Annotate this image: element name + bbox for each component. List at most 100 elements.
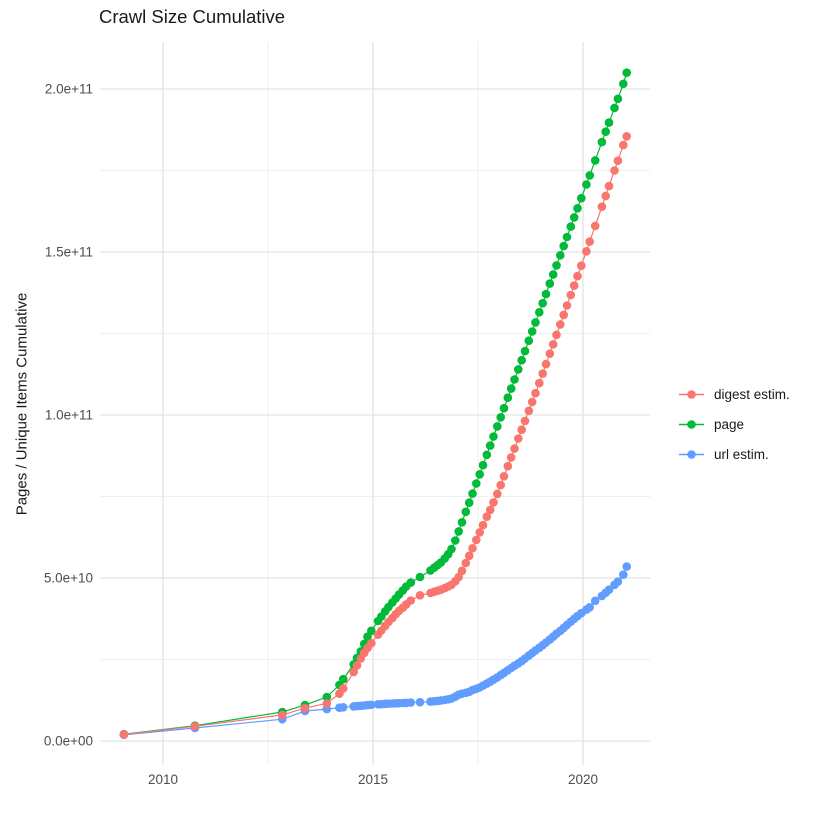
data-point-url-estim	[406, 698, 416, 707]
data-point-digest-estim	[489, 498, 498, 507]
data-point-digest-estim	[468, 544, 477, 553]
data-point-page	[415, 572, 425, 582]
data-point-digest-estim	[475, 528, 485, 537]
data-point-page	[622, 68, 631, 77]
data-point-digest-estim	[278, 710, 287, 720]
data-point-digest-estim	[300, 703, 310, 713]
x-tick-label: 2020	[568, 772, 598, 787]
data-point-digest-estim	[548, 340, 558, 349]
legend-key-dot	[687, 389, 696, 399]
series-line-url-estim	[123, 566, 628, 736]
data-point-digest-estim	[577, 261, 586, 271]
data-point-digest-estim	[552, 330, 561, 340]
data-point-page	[457, 518, 467, 527]
data-point-page	[527, 327, 537, 336]
legend-key	[679, 419, 704, 429]
data-point-page	[322, 692, 332, 702]
data-point-digest-estim	[349, 667, 359, 677]
data-point-digest-estim	[510, 444, 519, 453]
data-point-digest-estim	[597, 202, 607, 211]
data-point-page	[566, 222, 576, 231]
data-point-page	[447, 544, 456, 554]
data-point-digest-estim	[461, 558, 471, 568]
data-point-page	[510, 375, 519, 384]
data-point-url-estim	[604, 585, 614, 594]
data-point-digest-estim	[573, 271, 582, 281]
data-point-url-estim	[338, 703, 348, 712]
data-point-digest-estim	[485, 505, 495, 515]
data-point-url-estim	[415, 697, 425, 707]
data-point-page	[590, 156, 600, 165]
data-point-page	[485, 441, 495, 450]
data-point-page	[582, 180, 591, 189]
data-point-page	[524, 336, 534, 346]
data-point-digest-estim	[569, 281, 579, 290]
data-point-digest-estim	[535, 378, 544, 388]
data-point-url-estim	[585, 603, 594, 612]
data-point-page	[548, 270, 558, 279]
data-point-digest-estim	[190, 722, 200, 731]
legend-key-dot	[687, 449, 696, 459]
data-point-digest-estim	[562, 301, 572, 310]
data-point-page	[541, 289, 551, 299]
data-point-page	[538, 298, 547, 308]
data-point-page	[482, 450, 492, 460]
data-point-digest-estim	[482, 512, 492, 521]
data-point-page	[475, 470, 485, 479]
data-point-digest-estim	[478, 520, 488, 530]
data-point-digest-estim	[556, 320, 565, 329]
data-point-digest-estim	[472, 535, 481, 545]
data-point-page	[338, 674, 348, 684]
y-tick-label: 2.0e+11	[45, 82, 93, 97]
data-point-page	[454, 527, 464, 536]
data-point-digest-estim	[619, 140, 628, 150]
data-point-digest-estim	[367, 638, 376, 648]
data-point-page	[604, 118, 614, 127]
data-point-page	[496, 413, 506, 422]
data-point-page	[585, 171, 594, 180]
data-point-digest-estim	[406, 596, 416, 605]
legend-key	[679, 449, 704, 459]
data-point-page	[569, 213, 579, 222]
data-point-page	[613, 94, 623, 104]
legend: digest estim. page url estim.	[678, 379, 824, 469]
data-point-page	[562, 232, 572, 242]
data-point-url-estim	[619, 570, 628, 579]
data-point-page	[559, 241, 568, 251]
data-point-digest-estim	[559, 310, 568, 320]
data-point-digest-estim	[464, 551, 474, 561]
data-point-page	[406, 578, 416, 587]
legend-label: digest estim.	[714, 386, 790, 402]
legend-item-digest-estim: digest estim.	[678, 379, 824, 409]
data-point-url-estim	[613, 577, 623, 586]
data-point-digest-estim	[604, 181, 614, 191]
x-tick-label: 2010	[148, 772, 178, 787]
y-tick-label: 1.0e+11	[45, 408, 93, 423]
data-point-digest-estim	[322, 699, 332, 708]
data-point-digest-estim	[524, 406, 534, 416]
data-point-page	[493, 422, 502, 431]
chart-title: Crawl Size Cumulative	[99, 6, 286, 27]
data-point-digest-estim	[499, 472, 509, 481]
data-point-page	[577, 193, 586, 203]
x-tick-label: 2015	[358, 772, 388, 787]
data-point-url-estim	[622, 562, 631, 571]
data-point-digest-estim	[503, 461, 513, 471]
data-point-digest-estim	[601, 191, 610, 201]
data-point-page	[367, 626, 376, 636]
data-point-url-estim	[590, 596, 600, 606]
data-point-page	[520, 346, 530, 356]
data-point-digest-estim	[119, 730, 129, 739]
y-tick-label: 0.0e+00	[44, 734, 93, 749]
data-point-page	[517, 355, 526, 365]
data-point-digest-estim	[566, 290, 576, 300]
data-point-page	[535, 308, 544, 317]
data-point-page	[461, 507, 471, 517]
y-tick-label: 1.5e+11	[45, 245, 93, 260]
legend-key	[679, 389, 704, 399]
data-point-page	[601, 127, 610, 136]
data-point-page	[531, 318, 540, 327]
legend-item-page: page	[678, 409, 824, 439]
data-point-digest-estim	[527, 397, 537, 407]
